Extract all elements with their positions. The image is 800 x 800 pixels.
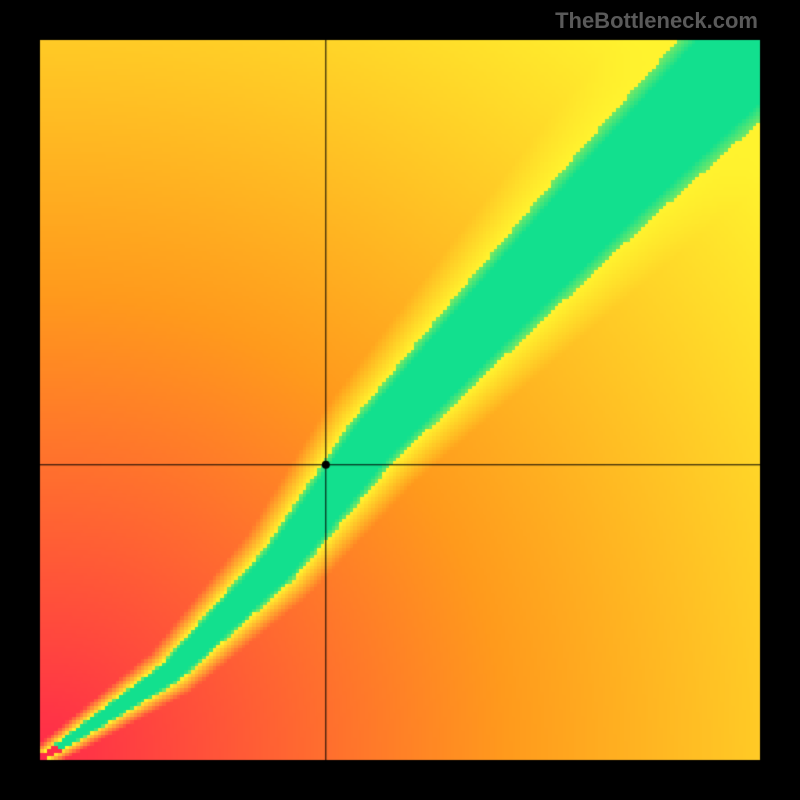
chart-container: TheBottleneck.com	[0, 0, 800, 800]
watermark-text: TheBottleneck.com	[555, 8, 758, 34]
bottleneck-heatmap	[0, 0, 800, 800]
